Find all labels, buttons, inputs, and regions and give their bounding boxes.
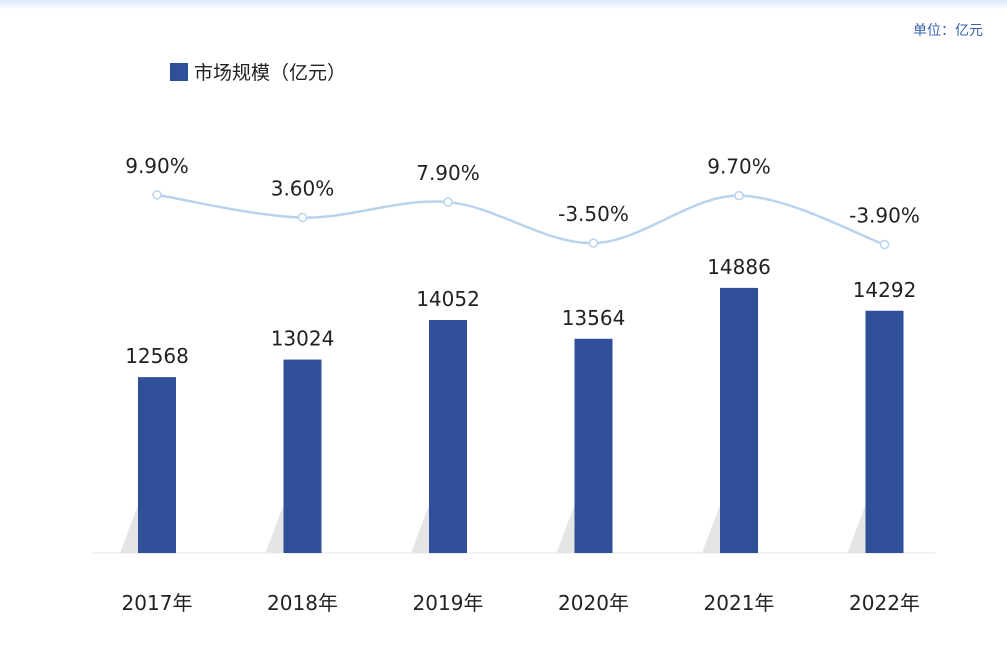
bar: [865, 310, 904, 553]
growth-rate-label: 9.90%: [125, 154, 189, 178]
growth-rate-label: -3.50%: [558, 202, 629, 226]
bars: [138, 287, 904, 553]
legend-swatch: [170, 62, 188, 81]
growth-point: [152, 190, 162, 200]
bar: [429, 319, 467, 553]
bar: [574, 338, 613, 553]
growth-line: [152, 190, 890, 250]
x-tick-label: 2022年: [849, 591, 920, 615]
bar: [720, 287, 758, 553]
legend: 市场规模（亿元）: [170, 58, 346, 85]
growth-rate-label: 3.60%: [271, 177, 335, 201]
growth-point: [588, 238, 599, 248]
growth-point: [734, 190, 744, 201]
labels: 12568 13024 14052 13564 14886 14292 9.90% 3.60%…: [125, 154, 920, 368]
growth-point: [297, 212, 308, 223]
x-tick-label: 2018年: [267, 591, 338, 615]
growth-line-path: [156, 193, 885, 246]
bar-value-label: 12568: [125, 344, 189, 368]
x-tick-label: 2019年: [413, 591, 484, 615]
bar: [138, 377, 176, 553]
growth-rate-label: -3.90%: [849, 204, 920, 228]
bar-shadows: [120, 505, 904, 553]
bar-value-label: 14292: [853, 278, 917, 302]
bar: [283, 359, 322, 553]
bar-value-label: 14886: [707, 255, 771, 279]
top-gradient: [0, 0, 1007, 10]
x-tick-label: 2020年: [558, 591, 629, 615]
x-ticks: 2017年 2018年 2019年 2020年 2021年 2022年: [122, 591, 920, 615]
growth-rate-label: 9.70%: [707, 155, 771, 179]
growth-point: [443, 197, 453, 207]
x-tick-label: 2021年: [704, 591, 775, 615]
bar-value-label: 13564: [562, 306, 626, 330]
unit-label: 单位：亿元: [913, 23, 983, 39]
bar-value-label: 14052: [416, 287, 480, 311]
x-tick-label: 2017年: [122, 591, 193, 615]
growth-point: [879, 239, 890, 250]
bar-value-label: 13024: [271, 327, 335, 351]
legend-label: 市场规模（亿元）: [194, 62, 347, 84]
growth-rate-label: 7.90%: [416, 161, 480, 185]
